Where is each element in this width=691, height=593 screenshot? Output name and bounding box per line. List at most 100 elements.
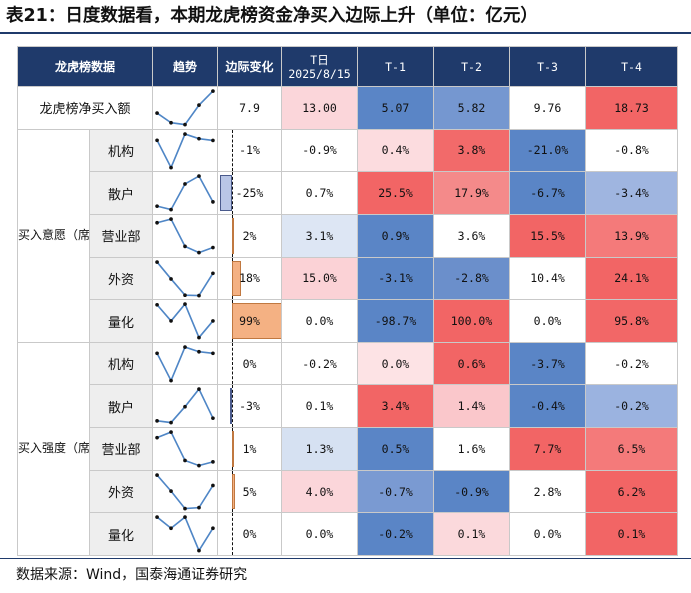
sparkline-point [169,526,173,531]
sparkline-svg [155,89,215,127]
sparkline-point [169,165,173,170]
change-value: 1% [242,441,257,456]
trend-sparkline [152,213,219,258]
trend-sparkline [152,512,219,557]
sparkline-point [155,220,159,225]
sparkline-point [197,335,201,340]
change-cell: -3% [217,384,283,429]
value-cell-t2: 5.82 [433,86,511,130]
sparkline-line [156,474,214,510]
sparkline-point [211,245,215,250]
table-row: 外资 5% 4.0% -0.7% -0.9% 2.8% 6.2% [18,469,679,514]
sparkline-line [156,302,214,340]
value-cell-t3: 0.0% [509,512,587,557]
trend-sparkline [152,299,219,343]
sparkline-point [211,89,215,93]
sparkline-point [211,483,215,488]
sparkline-point [183,131,187,136]
trend-sparkline [152,384,219,429]
change-bar [232,217,235,254]
value-cell-t4: 6.2% [585,469,679,514]
dragon-tiger-table: 龙虎榜数据 趋势 边际变化 T日 2025/8/15 T-1 T-2 T-3 T… [16,46,679,557]
value-cell-t0: 0.1% [281,384,359,429]
sparkline-point [155,515,159,520]
row-label: 散户 [88,171,154,215]
table-row: 买入强度（席位净买入/龙虎榜总成交额）机构0%-0.2%0.0%0.6%-3.7… [17,341,679,557]
value-cell-t0: 3.1% [281,213,359,258]
change-bar [232,303,281,339]
change-bar [219,175,233,211]
row-label: 机构 [88,128,154,173]
change-bar [230,388,233,425]
row-label: 机构 [88,341,154,386]
change-cell: 0% [217,341,283,386]
sparkline-point [197,293,201,297]
sparkline-svg [155,430,215,468]
value-cell-t4: 0.1% [585,512,679,557]
row-label: 量化 [88,512,154,557]
value-cell-t3: -21.0% [509,128,587,173]
change-bar [232,260,242,297]
value-cell-t0: 15.0% [281,256,359,301]
value-cell-t0: -0.2% [281,341,359,386]
sparkline-point [211,271,215,275]
change-value: 0% [242,356,257,371]
value-cell-t4: 6.5% [585,427,679,471]
sparkline-svg [155,174,215,212]
change-value: -3% [239,399,260,414]
value-cell-t0: 0.0% [281,512,359,557]
sparkline-svg [155,302,215,340]
change-cell: 5% [217,469,283,514]
sparkline-point [197,349,201,354]
value-cell-t3: 15.5% [509,213,587,258]
header-change: 边际变化 [217,46,283,87]
value-cell-t0: 1.3% [281,427,359,471]
row-label: 外资 [88,469,154,514]
table-row: 散户 -25% 0.7% 25.5% 17.9% -6.7% -3.4% [18,171,679,215]
sparkline-point [211,416,215,421]
value-cell-t0: 0.0% [281,299,359,343]
sparkline-point [211,351,215,355]
table-row: 量化 99% 0.0% -98.7% 100.0% 0.0% 95.8% [18,299,679,343]
trend-sparkline [152,341,219,386]
header-t0: T日 2025/8/15 [281,46,359,87]
value-cell-t0: 4.0% [281,469,359,514]
change-axis [232,513,234,555]
change-value: 7.9 [239,100,260,115]
sparkline-point [169,217,173,221]
value-cell-t4: -0.8% [585,128,679,173]
value-cell-t3: -3.7% [509,341,587,386]
value-cell-t2: 1.6% [433,427,511,471]
value-cell-t2: -2.8% [433,256,511,301]
header-t4: T-4 [585,46,679,87]
change-cell: 99% [217,299,283,343]
change-value: -25% [235,186,264,201]
row-label: 龙虎榜净买入额 [16,86,154,130]
row-label: 营业部 [88,213,154,258]
sparkline-point [197,505,201,510]
value-cell-t2: 0.6% [433,341,511,386]
value-cell-t1: 0.5% [357,427,435,471]
value-cell-t0: 13.00 [281,86,359,130]
sparkline-point [155,435,159,440]
source-note: 数据来源：Wind，国泰海通证券研究 [0,558,691,593]
value-cell-t4: 18.73 [585,86,679,130]
value-cell-t3: -0.4% [509,384,587,429]
sparkline-point [183,345,187,349]
sparkline-point [183,182,187,187]
sparkline-point [197,174,201,179]
change-cell: 7.9 [217,86,283,130]
value-cell-t1: 0.4% [357,128,435,173]
change-cell: 0% [217,512,283,557]
change-value: 2% [242,228,257,243]
trend-sparkline [152,427,219,471]
value-cell-t1: -0.2% [357,512,435,557]
value-cell-t1: 0.0% [357,341,435,386]
trend-sparkline [152,171,219,215]
change-axis [232,130,234,171]
header-data: 龙虎榜数据 [16,46,154,87]
trend-sparkline [152,256,219,301]
sparkline-point [183,506,187,511]
trend-sparkline [152,128,219,173]
value-cell-t2: 3.8% [433,128,511,173]
